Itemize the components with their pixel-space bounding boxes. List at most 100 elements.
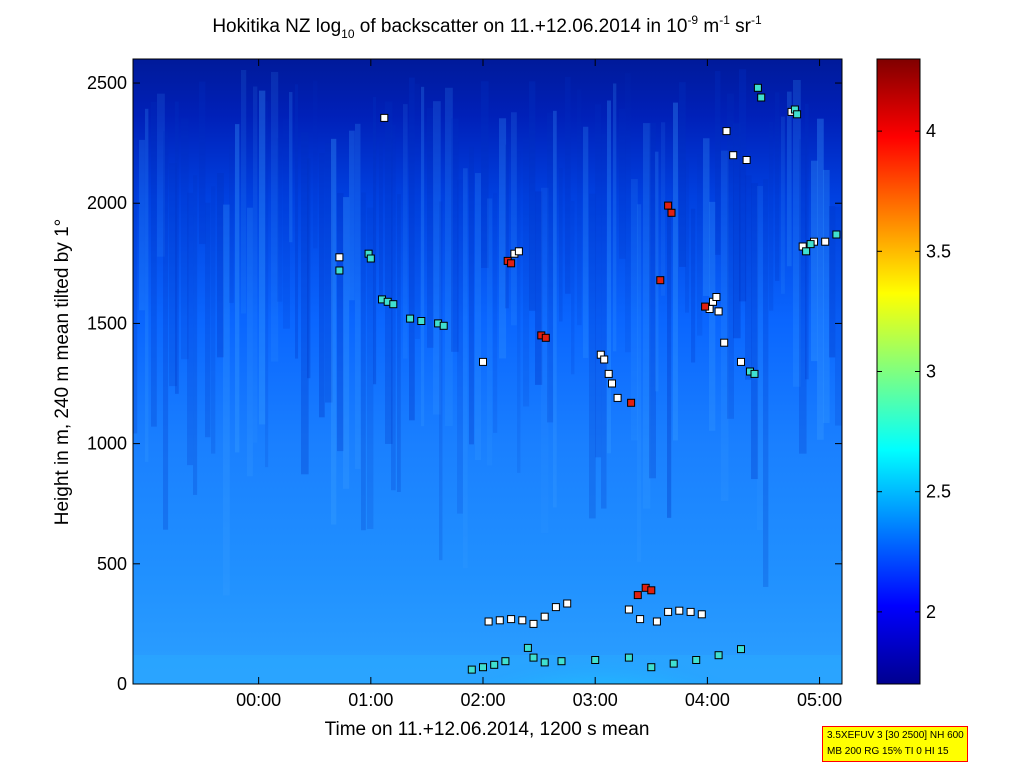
texture-streak <box>349 130 355 301</box>
cloud-base-marker <box>389 300 398 309</box>
cloud-base-marker <box>701 302 710 311</box>
x-tick-label: 03:00 <box>573 690 618 710</box>
texture-streak <box>337 193 344 452</box>
texture-streak <box>319 153 325 418</box>
info-line-1: 3.5XEFUV 3 [30 2500] NH 600 <box>827 730 964 741</box>
texture-streak <box>583 126 589 358</box>
heatmap-area <box>133 59 842 684</box>
texture-streak <box>613 83 617 352</box>
texture-streak <box>223 204 230 596</box>
cloud-base-marker <box>467 665 476 674</box>
cloud-base-marker <box>523 643 532 652</box>
colorbar-tick-label: 3.5 <box>926 241 951 261</box>
processing-info-box: 3.5XEFUV 3 [30 2500] NH 600 MB 200 RG 15… <box>822 726 968 762</box>
texture-streak <box>295 84 299 359</box>
texture-streak <box>775 92 780 281</box>
y-tick-label: 0 <box>117 674 127 694</box>
texture-streak <box>571 201 575 375</box>
texture-streak <box>733 123 741 339</box>
cloud-base-marker <box>600 355 609 364</box>
texture-streak <box>793 79 801 387</box>
texture-streak <box>751 183 759 480</box>
cloud-base-marker <box>720 338 729 347</box>
cloud-base-marker <box>669 659 678 668</box>
texture-streak <box>409 77 415 421</box>
texture-streak <box>835 206 842 426</box>
colorbar-tick-label: 2 <box>926 602 936 622</box>
texture-streak <box>643 123 651 509</box>
cloud-base-marker <box>439 321 448 330</box>
texture-streak <box>769 121 774 311</box>
texture-streak <box>355 123 361 469</box>
texture-streak <box>655 151 659 392</box>
heatmap-background <box>133 59 842 684</box>
texture-streak <box>739 69 747 302</box>
texture-streak <box>241 69 247 314</box>
texture-streak <box>631 179 638 441</box>
texture-streak <box>691 208 696 363</box>
cloud-base-marker <box>675 606 684 615</box>
texture-streak <box>415 83 420 339</box>
texture-streak <box>283 118 290 329</box>
x-tick-label: 05:00 <box>797 690 842 710</box>
texture-streak <box>601 133 607 509</box>
texture-streak <box>367 207 374 529</box>
cloud-base-marker <box>540 612 549 621</box>
y-tick-label: 1500 <box>87 313 127 333</box>
texture-streak <box>649 122 656 479</box>
texture-streak <box>661 122 666 296</box>
x-tick-label: 02:00 <box>460 690 505 710</box>
texture-streak <box>823 169 830 424</box>
cloud-base-marker <box>793 110 802 119</box>
cloud-base-marker <box>737 357 745 366</box>
texture-streak <box>235 124 240 453</box>
plot-frame <box>132 58 843 685</box>
texture-streak <box>307 158 311 379</box>
cloud-base-marker <box>821 237 830 246</box>
texture-streak <box>529 81 536 311</box>
cloud-base-marker <box>802 247 811 256</box>
texture-streak <box>619 108 626 259</box>
colorbar <box>876 58 921 685</box>
texture-streak <box>343 197 350 489</box>
y-tick-label: 2500 <box>87 73 127 93</box>
texture-streak <box>685 160 689 313</box>
cloud-base-marker <box>604 369 613 378</box>
cloud-base-marker <box>686 607 695 616</box>
texture-streak <box>811 160 818 362</box>
cloud-base-marker <box>753 83 762 92</box>
cloud-base-marker <box>479 357 487 366</box>
texture-streak <box>277 138 283 302</box>
texture-streak <box>445 87 453 426</box>
texture-streak <box>607 100 612 454</box>
y-tick-label: 500 <box>97 554 127 574</box>
texture-streak <box>577 89 582 326</box>
y-tick-label: 2000 <box>87 193 127 213</box>
colorbar-axis: 2 2.5 3 3.5 4 <box>877 121 951 622</box>
cloud-base-marker <box>656 276 665 285</box>
texture-streak <box>481 81 489 268</box>
cloud-base-marker <box>636 615 645 624</box>
texture-streak <box>715 71 721 255</box>
cloud-base-marker <box>591 656 600 664</box>
cloud-base-marker <box>507 615 516 624</box>
texture-streak <box>463 168 468 569</box>
y-tick-label: 1000 <box>87 434 127 454</box>
texture-streak <box>553 110 557 508</box>
texture-streak <box>157 93 165 257</box>
texture-streak <box>799 139 807 454</box>
cloud-base-marker <box>406 314 415 323</box>
cloud-base-marker <box>479 663 487 672</box>
cloud-base-marker <box>417 317 426 325</box>
cloud-base-marker <box>541 333 550 342</box>
texture-streak <box>637 204 642 562</box>
cloud-base-marker <box>722 127 731 136</box>
texture-streak <box>181 118 189 360</box>
chart-title: Hokitika NZ log10 of backscatter on 11.+… <box>212 13 762 41</box>
texture-streak <box>133 137 138 434</box>
cloud-base-marker <box>729 151 738 160</box>
texture-streak <box>763 179 769 587</box>
cloud-base-marker <box>664 607 673 616</box>
texture-streak <box>673 102 678 441</box>
texture-streak <box>457 179 463 514</box>
